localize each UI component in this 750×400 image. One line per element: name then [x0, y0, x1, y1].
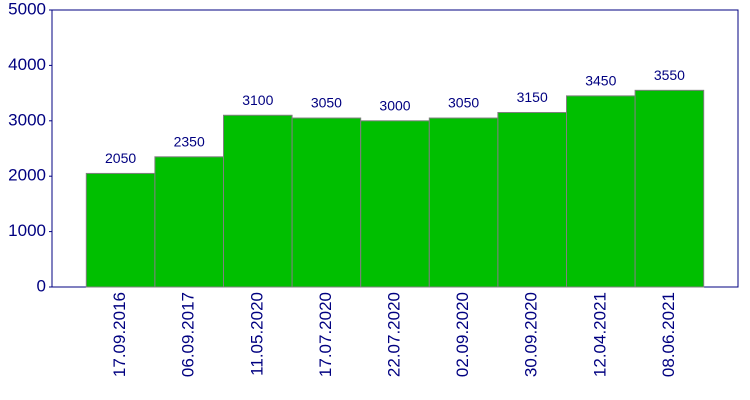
y-tick-label: 3000: [8, 110, 46, 129]
bar: [634, 89, 705, 288]
bar: [428, 117, 499, 288]
x-tick-label: 02.09.2020: [453, 292, 472, 377]
bar: [360, 120, 430, 288]
x-tick-label: 17.09.2016: [110, 292, 129, 377]
x-tick-label: 06.09.2017: [179, 292, 198, 377]
y-tick-label: 1000: [8, 221, 46, 240]
y-tick-label: 0: [37, 276, 46, 295]
x-tick-label: 30.09.2020: [522, 292, 541, 377]
value-label: 2050: [105, 150, 136, 166]
bar: [154, 156, 224, 288]
y-tick-label: 2000: [8, 166, 46, 185]
bar: [497, 111, 567, 288]
x-tick-label: 11.05.2020: [247, 292, 266, 376]
x-tick-label: 08.06.2021: [659, 292, 678, 377]
bar: [291, 117, 362, 288]
y-tick-label: 4000: [8, 55, 46, 74]
y-tick-label: 5000: [8, 0, 46, 18]
value-label: 3000: [379, 98, 410, 114]
x-tick-label: 17.07.2020: [316, 292, 335, 377]
x-tick-label: 12.04.2021: [590, 292, 609, 377]
value-label: 3450: [585, 73, 616, 89]
value-label: 3100: [242, 92, 273, 108]
bar: [85, 172, 156, 288]
value-label: 2350: [174, 134, 205, 150]
value-label: 3050: [311, 95, 342, 111]
value-label: 3150: [517, 89, 548, 105]
value-label: 3050: [448, 95, 479, 111]
bar: [223, 114, 293, 288]
x-tick-label: 22.07.2020: [384, 292, 403, 377]
value-label: 3550: [654, 67, 685, 83]
bar: [566, 95, 636, 288]
